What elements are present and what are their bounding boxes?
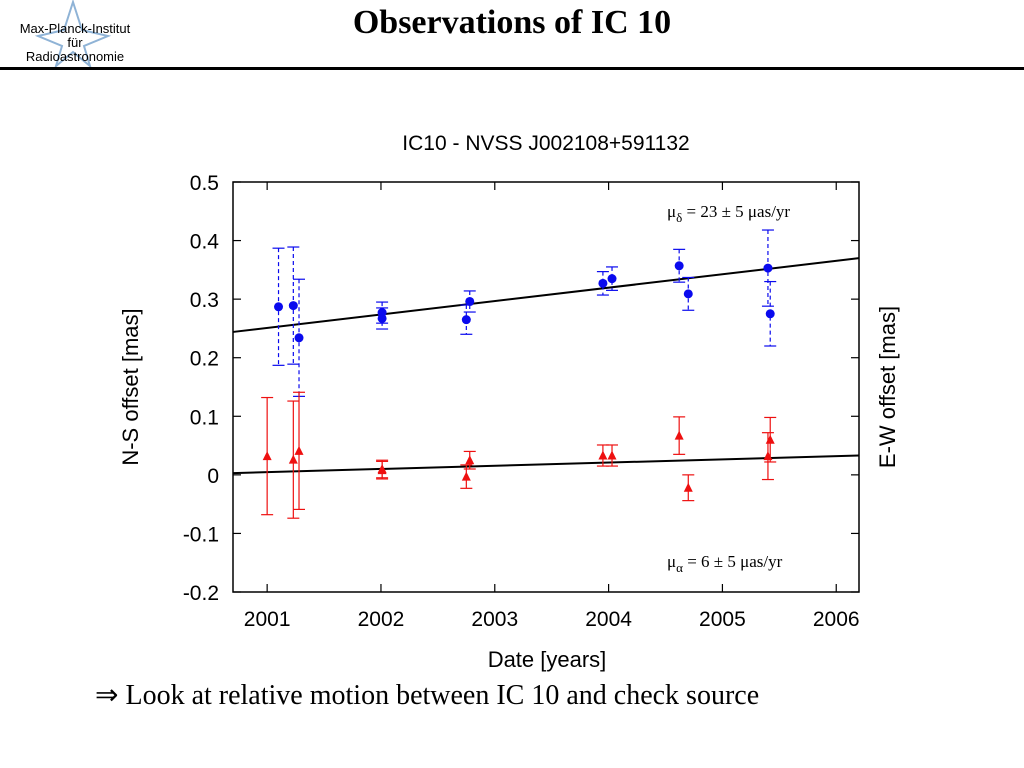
ew-data-point — [683, 482, 693, 492]
ew-data-point — [765, 434, 775, 444]
ns-data-point — [294, 333, 304, 343]
ns-proper-motion-label: μδ = 23 ± 5 μas/yr — [667, 202, 790, 225]
ns-data-point — [763, 263, 773, 273]
logo-line-2: für — [67, 35, 83, 50]
x-tick-label: 2004 — [585, 608, 632, 631]
y-tick-label: -0.2 — [183, 582, 219, 605]
x-tick-label: 2006 — [813, 608, 860, 631]
ew-data-point — [607, 450, 617, 460]
chart-title: IC10 - NVSS J002108+591132 — [402, 132, 689, 155]
slide-title: Observations of IC 10 — [352, 4, 672, 41]
ns-data-point — [377, 313, 387, 323]
logo-line-3: Radioastronomie — [25, 49, 125, 64]
ns-data-point — [461, 315, 471, 325]
y-tick-label: 0 — [207, 465, 219, 488]
ew-data-point — [461, 471, 471, 481]
ns-fit-line — [232, 257, 860, 333]
ew-data-point — [377, 464, 387, 473]
title-divider — [0, 67, 1024, 70]
conclusion-body: Look at relative motion between IC 10 an… — [125, 680, 760, 711]
x-tick-label: 2001 — [244, 608, 291, 631]
y-tick-label: 0.5 — [190, 172, 219, 195]
y-tick-label: -0.1 — [183, 523, 219, 546]
ew-data-point — [763, 451, 773, 461]
x-tick-label: 2002 — [358, 608, 405, 631]
logo-line-1: Max-Planck-Institut — [19, 21, 131, 36]
ns-data-point — [607, 274, 617, 284]
ew-data-point — [598, 450, 608, 460]
ns-data-point — [598, 278, 608, 288]
ew-data-point — [262, 451, 272, 461]
x-tick-label: 2005 — [699, 608, 746, 631]
ew-data-point — [465, 455, 475, 465]
implies-arrow: ⇒ — [95, 680, 119, 711]
ew-data-point — [674, 430, 684, 440]
ew-proper-motion-label: μα = 6 ± 5 μas/yr — [667, 552, 783, 575]
conclusion-text: ⇒ Look at relative motion between IC 10 … — [95, 678, 759, 712]
y-tick-label: 0.1 — [190, 406, 219, 429]
ns-data-point — [465, 296, 475, 306]
star-logo-icon — [34, 0, 112, 68]
plot-frame — [232, 181, 860, 593]
y-tick-label: 0.2 — [190, 348, 219, 371]
ns-data-point — [683, 289, 693, 299]
ns-data-point — [288, 301, 298, 311]
ns-data-point — [274, 302, 284, 312]
x-tick-label: 2003 — [471, 608, 518, 631]
y-axis-label: N-S offset [mas] — [118, 308, 143, 465]
y-tick-label: 0.3 — [190, 289, 219, 312]
x-axis-label: Date [years] — [488, 647, 607, 672]
ew-data-point — [294, 445, 304, 455]
institute-logo: Max-Planck-Institut für Radioastronomie — [0, 0, 150, 68]
offset-chart: IC10 - NVSS J002108+591132 Date [years] … — [118, 132, 900, 672]
ns-data-point — [765, 309, 775, 319]
ew-data-point — [288, 454, 298, 464]
ew-fit-line — [232, 454, 860, 475]
y-axis-label-right: E-W offset [mas] — [875, 306, 900, 468]
y-tick-label: 0.4 — [190, 231, 220, 254]
ns-data-point — [674, 261, 684, 271]
